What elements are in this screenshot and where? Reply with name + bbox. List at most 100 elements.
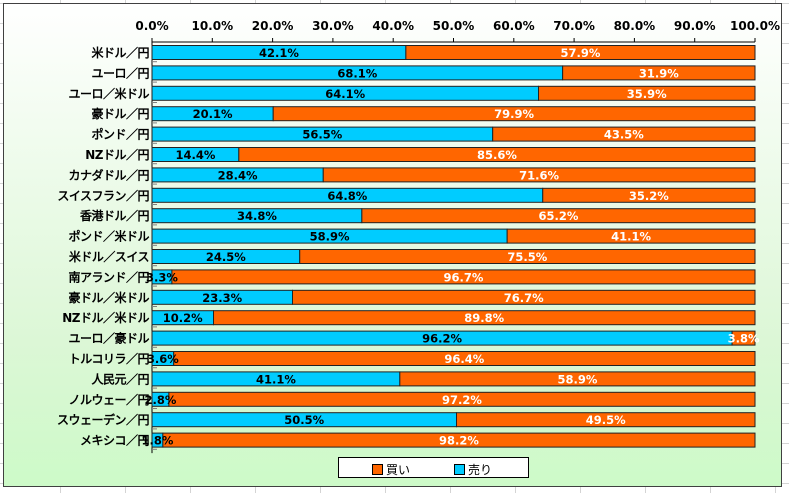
category-label: 豪ドル／円 [91, 106, 149, 121]
category-label: スウェーデン／円 [57, 412, 150, 427]
category-label: ユーロ／円 [91, 65, 149, 80]
value-label-sell: 58.9% [310, 230, 350, 244]
legend-swatch-sell [454, 464, 465, 475]
value-label-sell: 3.3% [146, 270, 178, 284]
category-label: ポンド／米ドル [68, 229, 149, 244]
value-label-buy: 57.9% [560, 46, 600, 60]
value-label-buy: 76.7% [504, 291, 544, 305]
x-tick-label: 0.0% [135, 19, 168, 33]
value-label-sell: 42.1% [259, 46, 299, 60]
x-tick-label: 10.0% [191, 19, 233, 33]
legend[interactable]: 買い 売り [338, 457, 529, 478]
legend-item-buy: 買い [372, 461, 410, 478]
x-tick-label: 20.0% [252, 19, 294, 33]
value-label-buy: 35.9% [627, 87, 667, 101]
value-label-sell: 56.5% [302, 128, 342, 142]
legend-item-sell: 売り [454, 461, 492, 478]
value-label-buy: 58.9% [557, 372, 597, 386]
bar-buy [399, 371, 756, 387]
value-label-buy: 65.2% [538, 209, 578, 223]
value-label-sell: 3.6% [147, 352, 179, 366]
category-label: ノルウェー／円 [68, 392, 149, 407]
bar-buy [506, 228, 756, 244]
bar-buy [405, 45, 756, 60]
value-label-buy: 41.1% [611, 230, 651, 244]
value-label-sell: 96.2% [422, 332, 462, 346]
x-tick-label: 50.0% [433, 19, 475, 33]
legend-label-buy: 買い [386, 463, 411, 477]
value-labels: 42.1% 57.9% 68.1% 31.9% 64.1% 35.9% 20.1% 79.9%… [141, 46, 759, 448]
bar-buy [168, 391, 756, 407]
x-tick-label: 90.0% [674, 19, 716, 33]
legend-swatch-buy [372, 464, 383, 475]
value-label-buy: 31.9% [639, 66, 679, 80]
bar-buy [456, 412, 756, 428]
value-label-sell: 1.8% [141, 434, 173, 448]
value-label-buy: 97.2% [442, 393, 482, 407]
bar-buy [291, 289, 756, 305]
bars [151, 45, 756, 448]
x-tick-label: 100.0% [730, 19, 780, 33]
bar-buy [213, 310, 756, 326]
x-tick-label: 30.0% [312, 19, 354, 33]
bar-buy [171, 269, 756, 285]
value-label-sell: 64.1% [325, 87, 365, 101]
value-label-buy: 35.2% [629, 189, 669, 203]
x-tick-label: 40.0% [372, 19, 414, 33]
value-label-sell: 20.1% [193, 107, 233, 121]
category-label: 米ドル／円 [91, 45, 149, 60]
x-tick-label: 70.0% [553, 19, 595, 33]
value-label-buy: 96.4% [444, 352, 484, 366]
value-label-buy: 49.5% [586, 413, 626, 427]
bar-buy [322, 167, 756, 183]
value-label-buy: 89.8% [464, 311, 504, 325]
value-label-sell: 41.1% [256, 372, 296, 386]
category-label: 香港ドル／円 [79, 208, 150, 223]
category-label: ポンド／円 [91, 127, 149, 142]
value-label-buy: 96.7% [443, 270, 483, 284]
value-label-sell: 50.5% [284, 413, 324, 427]
bar-buy [162, 432, 756, 448]
value-label-sell: 14.4% [175, 148, 215, 162]
bar-buy [492, 126, 756, 142]
bar-buy [299, 249, 756, 264]
x-tick-label: 80.0% [614, 19, 656, 33]
value-label-buy: 3.8% [728, 332, 760, 346]
value-label-sell: 10.2% [163, 311, 203, 325]
bar-buy [173, 351, 756, 366]
value-label-buy: 79.9% [494, 107, 534, 121]
value-label-buy: 71.6% [519, 168, 559, 182]
value-label-sell: 24.5% [206, 250, 246, 264]
category-label: ユーロ／豪ドル [68, 331, 149, 346]
category-label: 豪ドル／米ドル [68, 290, 149, 305]
category-label: スイスフラン／円 [57, 188, 149, 203]
value-label-buy: 75.5% [507, 250, 547, 264]
value-label-buy: 43.5% [604, 128, 644, 142]
bar-buy [238, 147, 756, 162]
bar-buy [538, 85, 756, 101]
value-label-sell: 28.4% [218, 168, 258, 182]
bar-buy [361, 208, 756, 224]
category-label: トルコリラ／円 [69, 351, 150, 366]
x-tick-label: 60.0% [493, 19, 535, 33]
bar-buy [562, 65, 756, 81]
bar-buy [542, 187, 756, 203]
legend-label-sell: 売り [468, 463, 493, 477]
category-label: 米ドル／スイス [69, 249, 150, 264]
category-label: 南アランド／円 [68, 269, 149, 284]
category-label: NZドル／円 [85, 147, 149, 162]
value-label-sell: 23.3% [202, 291, 242, 305]
category-label: メキシコ／円 [80, 433, 150, 448]
value-label-sell: 64.8% [327, 189, 367, 203]
value-label-buy: 85.6% [477, 148, 517, 162]
value-label-sell: 2.8% [144, 393, 176, 407]
value-label-sell: 68.1% [337, 66, 377, 80]
bar-buy [731, 330, 756, 346]
category-label: NZドル／米ドル [62, 310, 149, 325]
value-label-sell: 34.8% [237, 209, 277, 223]
category-label: 人民元／円 [91, 371, 149, 386]
bar-buy [272, 106, 756, 122]
category-label: カナダドル／円 [68, 167, 149, 182]
